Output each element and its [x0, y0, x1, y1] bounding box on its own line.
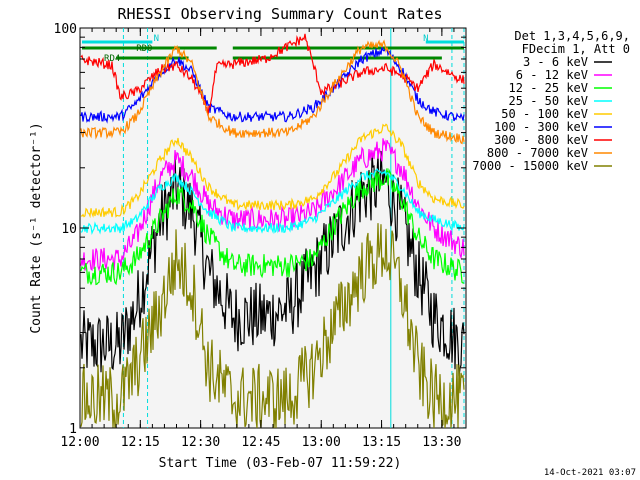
series-layer — [80, 33, 465, 429]
series-line — [80, 150, 465, 377]
annotation-label: N — [154, 34, 159, 44]
x-tick-label: 12:15 — [121, 435, 160, 450]
legend-label: 800 - 7000 keV — [487, 146, 588, 160]
legend-header-2: FDecim 1, Att 0 — [522, 42, 630, 56]
legend-label: 50 - 100 keV — [501, 107, 588, 121]
series-line — [80, 46, 465, 124]
x-tick-label: 13:30 — [422, 435, 461, 450]
x-tick-label: 13:15 — [362, 435, 401, 450]
legend-label: 100 - 300 keV — [494, 120, 588, 134]
series-line — [80, 33, 465, 116]
series-line — [80, 223, 465, 429]
axis-layer: 12:00 12:15 12:30 12:45 13:00 13:15 13:30 1 10 10… — [54, 22, 467, 450]
legend-label: 7000 - 15000 keV — [472, 159, 588, 173]
x-tick-label: 12:45 — [241, 435, 280, 450]
y-tick-label: 10 — [61, 222, 77, 237]
x-tick-label: 12:30 — [181, 435, 220, 450]
annotation-label: RD0 — [136, 44, 152, 54]
legend-header-1: Det 1,3,4,5,6,9, — [514, 29, 630, 43]
y-tick-label: 100 — [54, 22, 77, 37]
series-line — [80, 39, 465, 145]
chart-title: RHESSI Observing Summary Count Rates — [117, 5, 442, 23]
x-axis-title: Start Time (03-Feb-07 11:59:22) — [159, 456, 402, 471]
series-line — [80, 168, 465, 236]
legend-label: 300 - 800 keV — [494, 133, 588, 147]
legend-label: 3 - 6 keV — [523, 55, 588, 69]
series-line — [80, 138, 465, 272]
annotation-label: RD4 — [104, 54, 120, 64]
legend: Det 1,3,4,5,6,9, FDecim 1, Att 0 3 - 6 k… — [472, 29, 630, 173]
y-tick-label: 1 — [69, 422, 77, 437]
x-tick-label: 12:00 — [60, 435, 99, 450]
footer-timestamp: 14-Oct-2021 03:07 — [544, 468, 636, 478]
annotation-label: N — [423, 34, 428, 44]
legend-label: 6 - 12 keV — [516, 68, 588, 82]
series-line — [80, 168, 465, 286]
series-line — [80, 123, 465, 219]
legend-label: 12 - 25 keV — [509, 81, 588, 95]
y-axis-title: Count Rate (s⁻¹ detector⁻¹) — [29, 122, 44, 333]
legend-label: 25 - 50 keV — [509, 94, 588, 108]
x-tick-label: 13:00 — [302, 435, 341, 450]
